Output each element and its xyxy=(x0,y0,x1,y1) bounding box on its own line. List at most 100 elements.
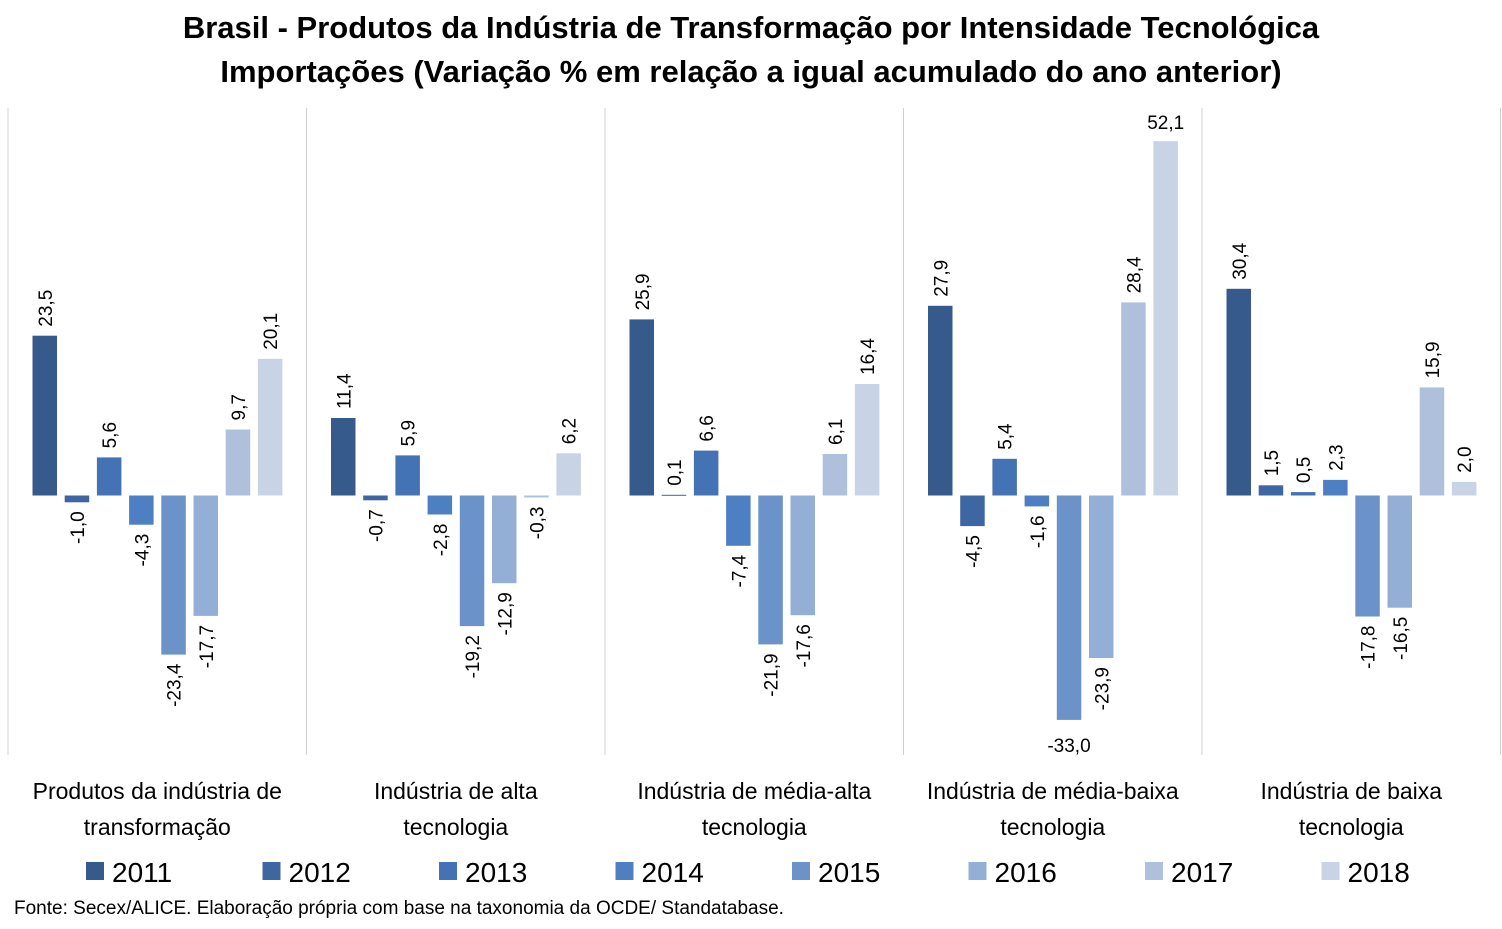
data-label-2011-cat5: 30,4 xyxy=(1230,242,1251,279)
data-label-2012-cat4: -4,5 xyxy=(964,535,985,568)
bar-2016-cat1 xyxy=(193,495,218,616)
category-label-4-line-2: tecnologia xyxy=(1000,814,1105,840)
bar-2018-cat1 xyxy=(257,358,283,496)
legend-label-2015: 2015 xyxy=(818,857,880,888)
legend-swatch-2014 xyxy=(615,862,634,880)
chart-title-line-1: Brasil - Produtos da Indústria de Transf… xyxy=(183,10,1320,45)
bar-2016-cat5 xyxy=(1387,495,1412,608)
data-label-2016-cat4: -23,9 xyxy=(1092,667,1113,710)
legend-swatch-2013 xyxy=(439,862,457,880)
data-label-2017-cat4: 28,4 xyxy=(1125,256,1146,293)
data-label-2017-cat1: 9,7 xyxy=(229,394,250,420)
legend-label-2018: 2018 xyxy=(1348,857,1410,888)
bar-2012-cat5 xyxy=(1258,485,1284,496)
category-label-2-line-2: tecnologia xyxy=(403,814,508,840)
data-label-2012-cat2: -0,7 xyxy=(366,509,387,542)
legend-label-2011: 2011 xyxy=(112,857,172,888)
data-label-2015-cat5: -17,8 xyxy=(1359,626,1380,669)
data-labels: 23,5 11,4 25,9 27,9 30,4 -1,0 -0,7 0,1 -4,5 1,5 5,… xyxy=(36,113,1476,757)
legend-label-2014: 2014 xyxy=(642,857,704,888)
chart-title-line-2: Importações (Variação % em relação a igu… xyxy=(220,54,1281,89)
legend-swatch-2016 xyxy=(968,862,987,880)
bar-2014-cat5 xyxy=(1323,479,1348,496)
bar-2013-cat4 xyxy=(992,458,1017,496)
data-label-2011-cat1: 23,5 xyxy=(36,290,57,327)
bars xyxy=(32,141,1477,720)
data-label-2018-cat5: 2,0 xyxy=(1455,446,1476,472)
data-label-2014-cat1: -4,3 xyxy=(132,534,153,567)
bar-2013-cat3 xyxy=(693,450,719,496)
category-label-5-line-2: tecnologia xyxy=(1299,814,1404,840)
data-label-2013-cat4: 5,4 xyxy=(996,423,1017,450)
category-axis-labels: Produtos da indústria de transformação Ind… xyxy=(33,778,1443,840)
bar-2017-cat1 xyxy=(225,429,251,496)
data-label-2015-cat2: -19,2 xyxy=(463,635,484,678)
data-label-2015-cat4: -33,0 xyxy=(1047,736,1090,757)
bar-2016-cat4 xyxy=(1089,495,1114,658)
bar-2015-cat2 xyxy=(459,495,485,627)
data-label-2018-cat4: 52,1 xyxy=(1147,113,1184,134)
bar-2013-cat1 xyxy=(96,457,122,496)
data-label-2014-cat3: -7,4 xyxy=(729,554,750,587)
data-label-2015-cat3: -21,9 xyxy=(762,653,783,696)
bar-2018-cat2 xyxy=(556,453,581,496)
legend-swatch-2017 xyxy=(1145,862,1163,880)
legend-label-2017: 2017 xyxy=(1171,857,1233,888)
bar-2012-cat1 xyxy=(64,495,90,503)
data-label-2016-cat1: -17,7 xyxy=(197,625,218,668)
legend-label-2012: 2012 xyxy=(289,857,351,888)
category-label-3-line-1: Indústria de média-alta xyxy=(637,778,871,804)
data-label-2018-cat2: 6,2 xyxy=(560,418,581,444)
data-label-2016-cat5: -16,5 xyxy=(1391,617,1412,660)
legend-swatch-2011 xyxy=(86,862,104,880)
data-label-2014-cat2: -2,8 xyxy=(431,524,452,557)
data-label-2018-cat3: 16,4 xyxy=(858,338,879,375)
bar-2012-cat2 xyxy=(363,495,388,501)
bar-2017-cat4 xyxy=(1121,302,1146,496)
legend-swatch-2015 xyxy=(792,862,810,880)
data-label-2018-cat1: 20,1 xyxy=(261,313,282,350)
bar-2018-cat4 xyxy=(1153,141,1178,496)
bar-2018-cat5 xyxy=(1451,481,1477,496)
bar-2017-cat5 xyxy=(1419,387,1445,496)
bar-2011-cat1 xyxy=(32,335,57,496)
data-label-2016-cat3: -17,6 xyxy=(794,624,815,667)
bar-2018-cat3 xyxy=(854,384,880,496)
data-label-2011-cat3: 25,9 xyxy=(633,273,654,310)
bar-2011-cat2 xyxy=(331,418,356,496)
category-label-2-line-1: Indústria de alta xyxy=(374,778,538,804)
legend-label-2013: 2013 xyxy=(465,857,527,888)
group-separators xyxy=(7,108,1501,755)
category-label-5-line-1: Indústria de baixa xyxy=(1261,778,1443,804)
data-label-2011-cat4: 27,9 xyxy=(931,260,952,297)
legend: 2011 2012 2013 2014 2015 2016 2017 2018 xyxy=(86,857,1410,888)
bar-2011-cat3 xyxy=(629,319,654,496)
bar-2011-cat5 xyxy=(1226,288,1251,496)
data-label-2017-cat5: 15,9 xyxy=(1423,341,1444,378)
data-label-2013-cat1: 5,6 xyxy=(100,422,121,448)
bar-2014-cat2 xyxy=(427,495,453,515)
data-label-2013-cat3: 6,6 xyxy=(697,415,718,441)
legend-label-2016: 2016 xyxy=(995,857,1057,888)
data-label-2013-cat2: 5,9 xyxy=(399,420,420,446)
data-label-2014-cat4: -1,6 xyxy=(1028,515,1049,548)
bar-2017-cat3 xyxy=(822,454,848,496)
bar-2012-cat4 xyxy=(960,495,985,527)
data-label-2017-cat2: -0,3 xyxy=(528,507,549,540)
bar-2012-cat3 xyxy=(661,494,687,496)
data-label-2016-cat2: -12,9 xyxy=(495,592,516,635)
bar-2015-cat1 xyxy=(161,495,186,655)
bar-2014-cat4 xyxy=(1024,495,1050,507)
bar-2015-cat3 xyxy=(758,495,783,645)
data-label-2014-cat5: 2,3 xyxy=(1326,444,1347,470)
bar-2016-cat3 xyxy=(790,495,815,616)
category-label-4-line-1: Indústria de média-baixa xyxy=(927,778,1179,804)
bar-2011-cat4 xyxy=(928,305,953,496)
source-note: Fonte: Secex/ALICE. Elaboração própria c… xyxy=(14,898,784,919)
bar-2013-cat5 xyxy=(1290,492,1316,496)
data-label-2012-cat5: 1,5 xyxy=(1262,450,1283,476)
bar-2017-cat2 xyxy=(524,495,549,498)
legend-swatch-2012 xyxy=(262,862,281,880)
category-label-3-line-2: tecnologia xyxy=(702,814,807,840)
